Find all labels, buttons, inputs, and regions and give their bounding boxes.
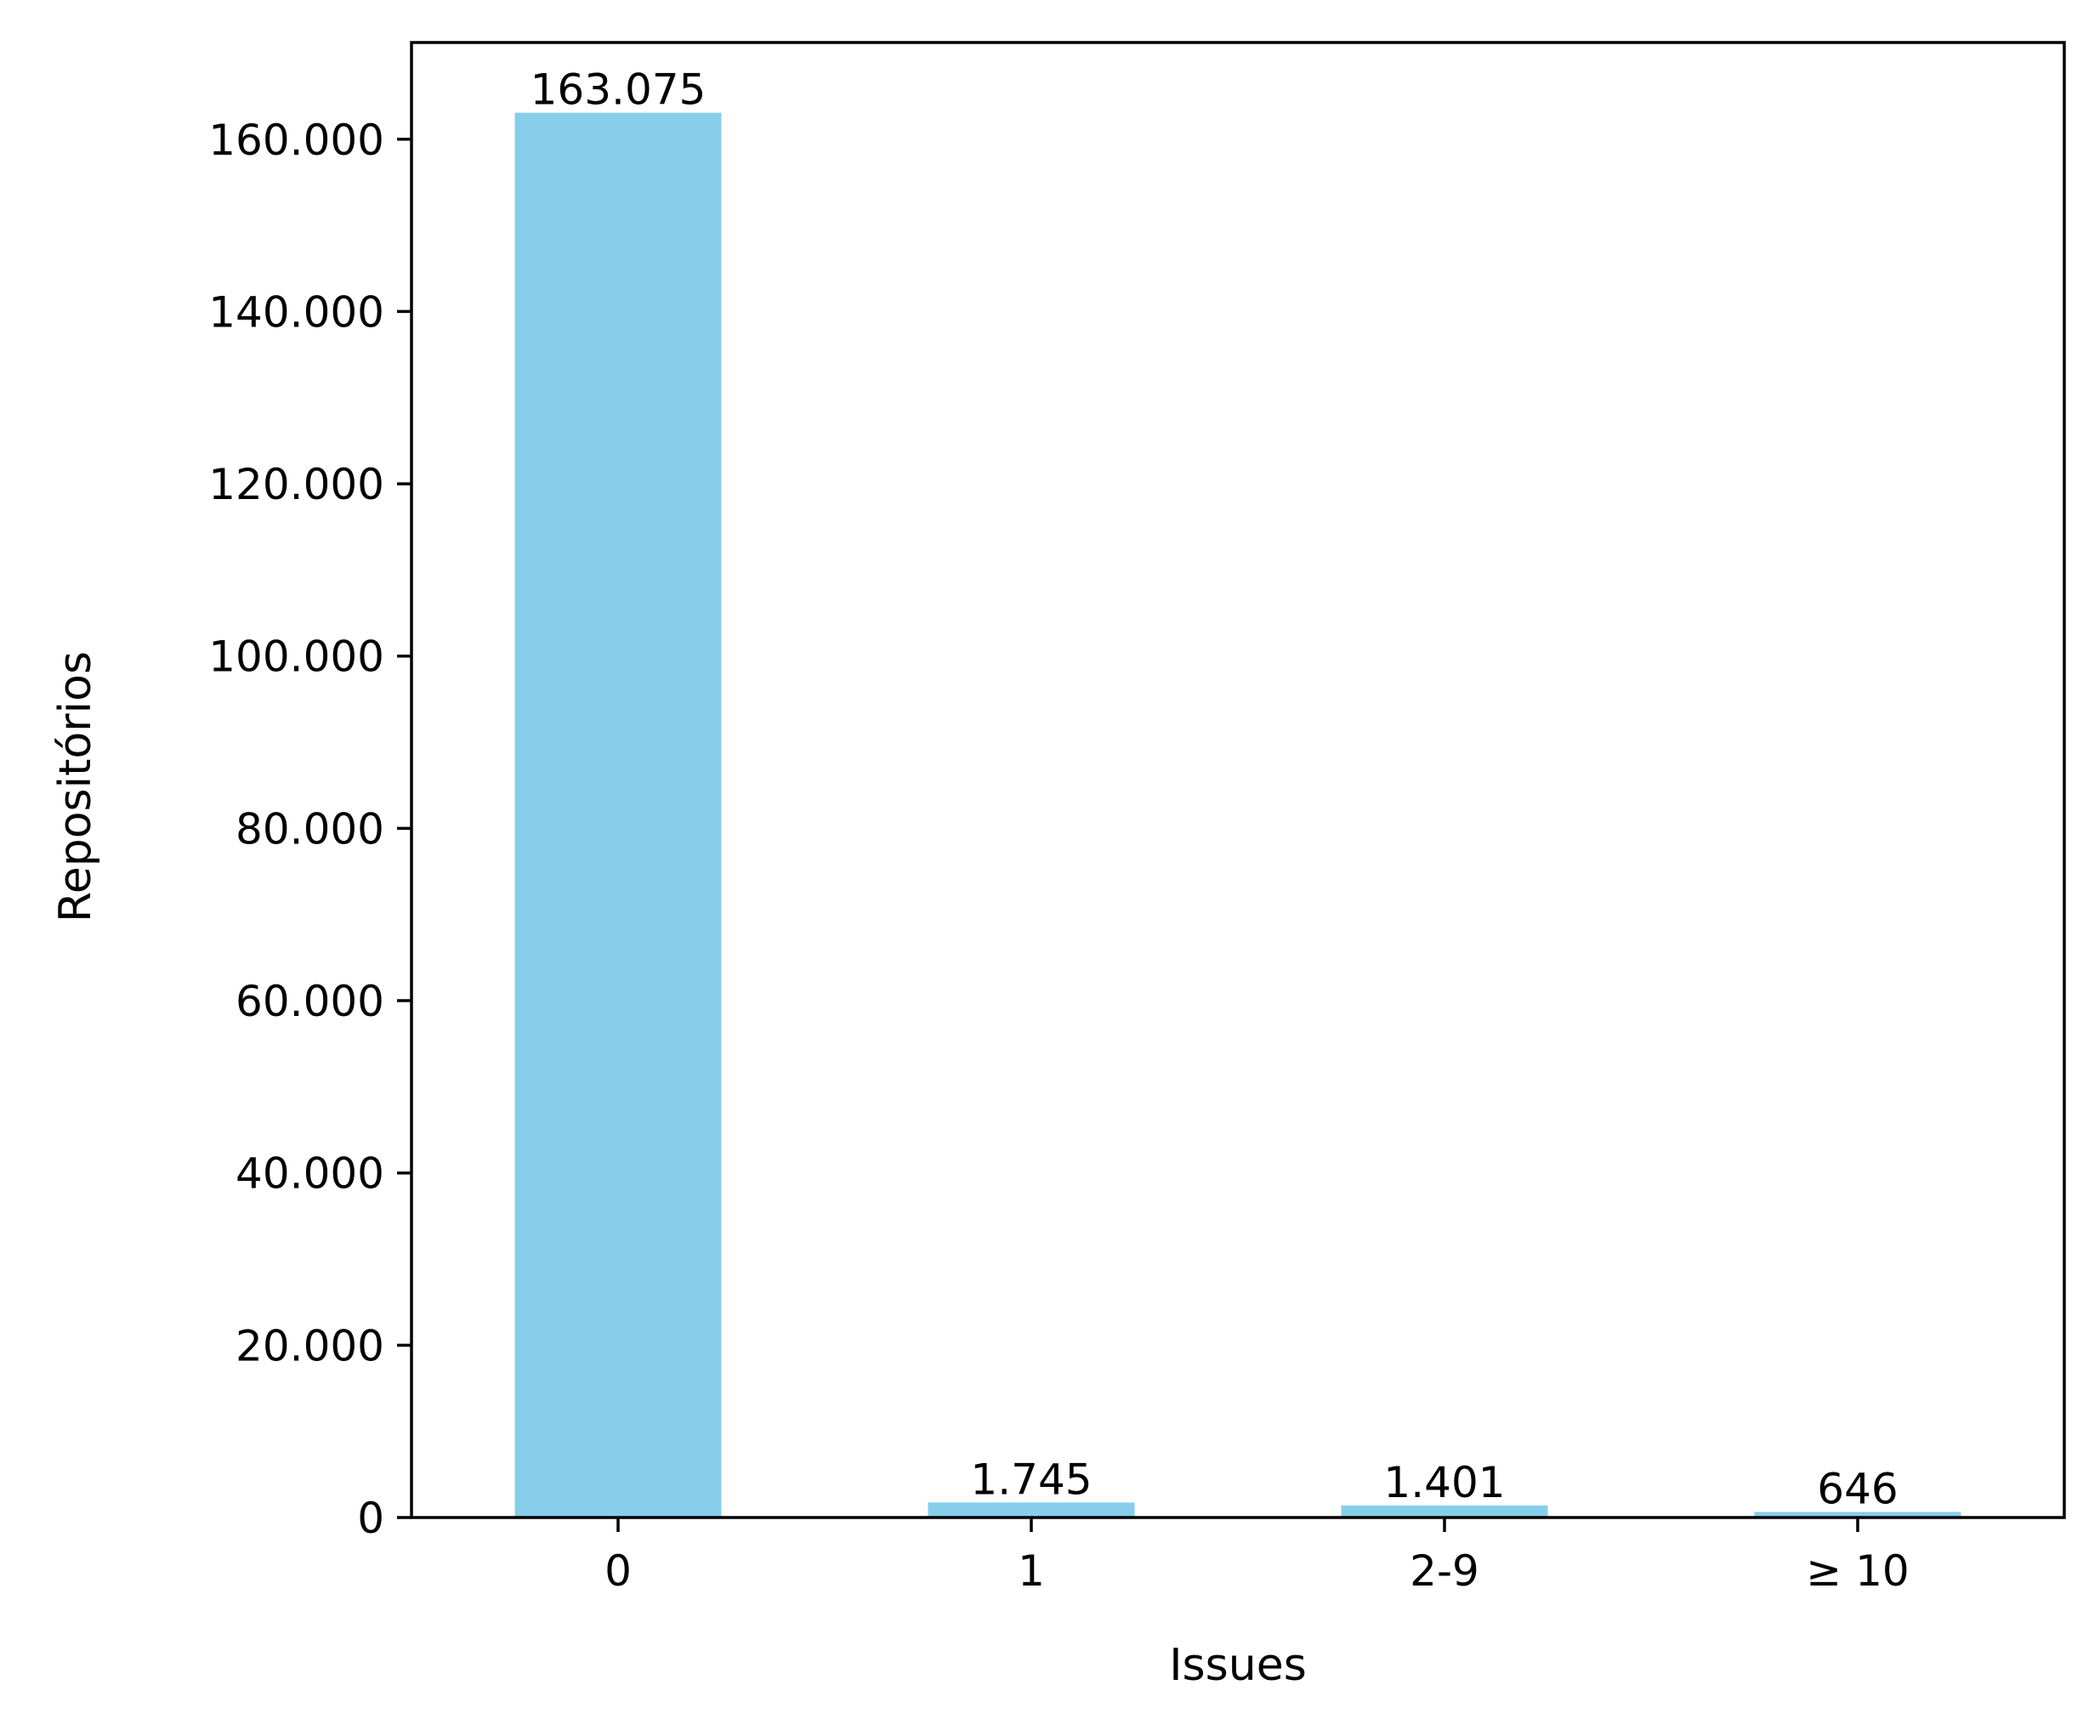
x-tick-label-1: 1	[1018, 1546, 1045, 1596]
data-labels-group: 163.075 1.745 1.401 646	[531, 65, 1899, 1514]
y-tick-label-8: 160.000	[208, 116, 384, 165]
bar-3	[1754, 1512, 1961, 1518]
bar-0	[514, 112, 722, 1518]
y-axis: 0 20.000 40.000 60.000 80.000 100.000 120.000 1…	[208, 116, 411, 1543]
y-tick-label-2: 40.000	[236, 1149, 384, 1199]
y-tick-label-6: 120.000	[208, 460, 384, 509]
x-tick-label-2: 2-9	[1410, 1546, 1479, 1596]
data-label-2: 1.401	[1383, 1458, 1505, 1507]
data-label-3: 646	[1817, 1464, 1898, 1513]
y-tick-label-4: 80.000	[236, 804, 384, 854]
plot-frame	[410, 41, 2066, 1519]
y-tick-label-5: 100.000	[208, 633, 384, 682]
x-axis: 0 1 2-9 ≥ 10	[604, 1518, 1910, 1596]
y-tick-label-7: 140.000	[208, 287, 384, 337]
y-tick-label-0: 0	[357, 1494, 384, 1543]
bar-1	[928, 1502, 1135, 1518]
data-label-1: 1.745	[970, 1455, 1092, 1504]
y-tick-label-1: 20.000	[236, 1321, 384, 1370]
y-tick-label-3: 60.000	[236, 977, 384, 1026]
data-label-0: 163.075	[531, 65, 707, 115]
y-axis-label: Repositórios	[50, 651, 101, 922]
x-tick-label-3: ≥ 10	[1806, 1546, 1909, 1596]
x-tick-label-0: 0	[604, 1546, 632, 1596]
bar-2	[1341, 1505, 1548, 1518]
bars-group	[514, 112, 1961, 1518]
x-axis-label: Issues	[1169, 1640, 1307, 1691]
